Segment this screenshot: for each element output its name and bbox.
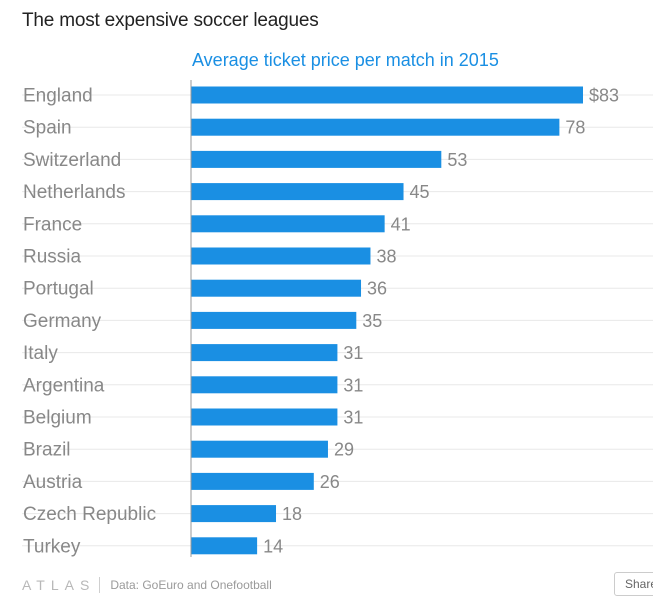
category-label: Russia [23, 247, 82, 268]
bar [191, 376, 338, 394]
bar [191, 505, 277, 523]
footer: ATLAS Data: GoEuro and Onefootball [22, 574, 272, 596]
value-label: 18 [282, 504, 302, 524]
bar [191, 311, 357, 329]
chart-title: The most expensive soccer leagues [22, 10, 319, 31]
atlas-logo[interactable]: ATLAS [22, 577, 96, 593]
value-label: 29 [334, 440, 354, 460]
category-label: Switzerland [23, 150, 121, 171]
value-label: 31 [343, 375, 363, 395]
category-label: Spain [23, 118, 72, 139]
category-label: Argentina [23, 375, 105, 396]
bar [191, 247, 371, 265]
bar [191, 472, 314, 490]
value-label: 31 [343, 343, 363, 363]
bar [191, 118, 560, 136]
value-label: $83 [589, 86, 619, 106]
category-label: Czech Republic [23, 504, 156, 525]
bar [191, 440, 328, 458]
value-label: 41 [391, 214, 411, 234]
value-label: 31 [343, 408, 363, 428]
bar [191, 183, 404, 201]
value-label: 45 [410, 182, 430, 202]
category-label: France [23, 214, 82, 235]
share-button[interactable]: Share [614, 572, 653, 596]
bar [191, 537, 258, 555]
value-label: 14 [263, 536, 283, 556]
data-source: Data: GoEuro and Onefootball [110, 578, 272, 592]
value-label: 35 [362, 311, 382, 331]
footer-divider [99, 577, 101, 593]
bar [191, 279, 362, 297]
bar [191, 215, 385, 233]
category-label: Turkey [23, 536, 81, 557]
category-label: Portugal [23, 279, 94, 300]
value-label: 53 [447, 150, 467, 170]
category-label: Germany [23, 311, 102, 332]
value-label: 36 [367, 279, 387, 299]
category-label: Netherlands [23, 182, 125, 203]
category-label: Brazil [23, 440, 71, 461]
category-label: Italy [23, 343, 58, 364]
value-label: 38 [376, 247, 396, 267]
category-label: England [23, 86, 93, 107]
category-label: Austria [23, 472, 83, 493]
value-label: 26 [320, 472, 340, 492]
bar [191, 86, 583, 104]
bar [191, 150, 442, 168]
bar [191, 344, 338, 362]
category-label: Belgium [23, 408, 92, 429]
chart-subtitle: Average ticket price per match in 2015 [192, 50, 499, 70]
value-label: 78 [565, 118, 585, 138]
bar [191, 408, 338, 426]
